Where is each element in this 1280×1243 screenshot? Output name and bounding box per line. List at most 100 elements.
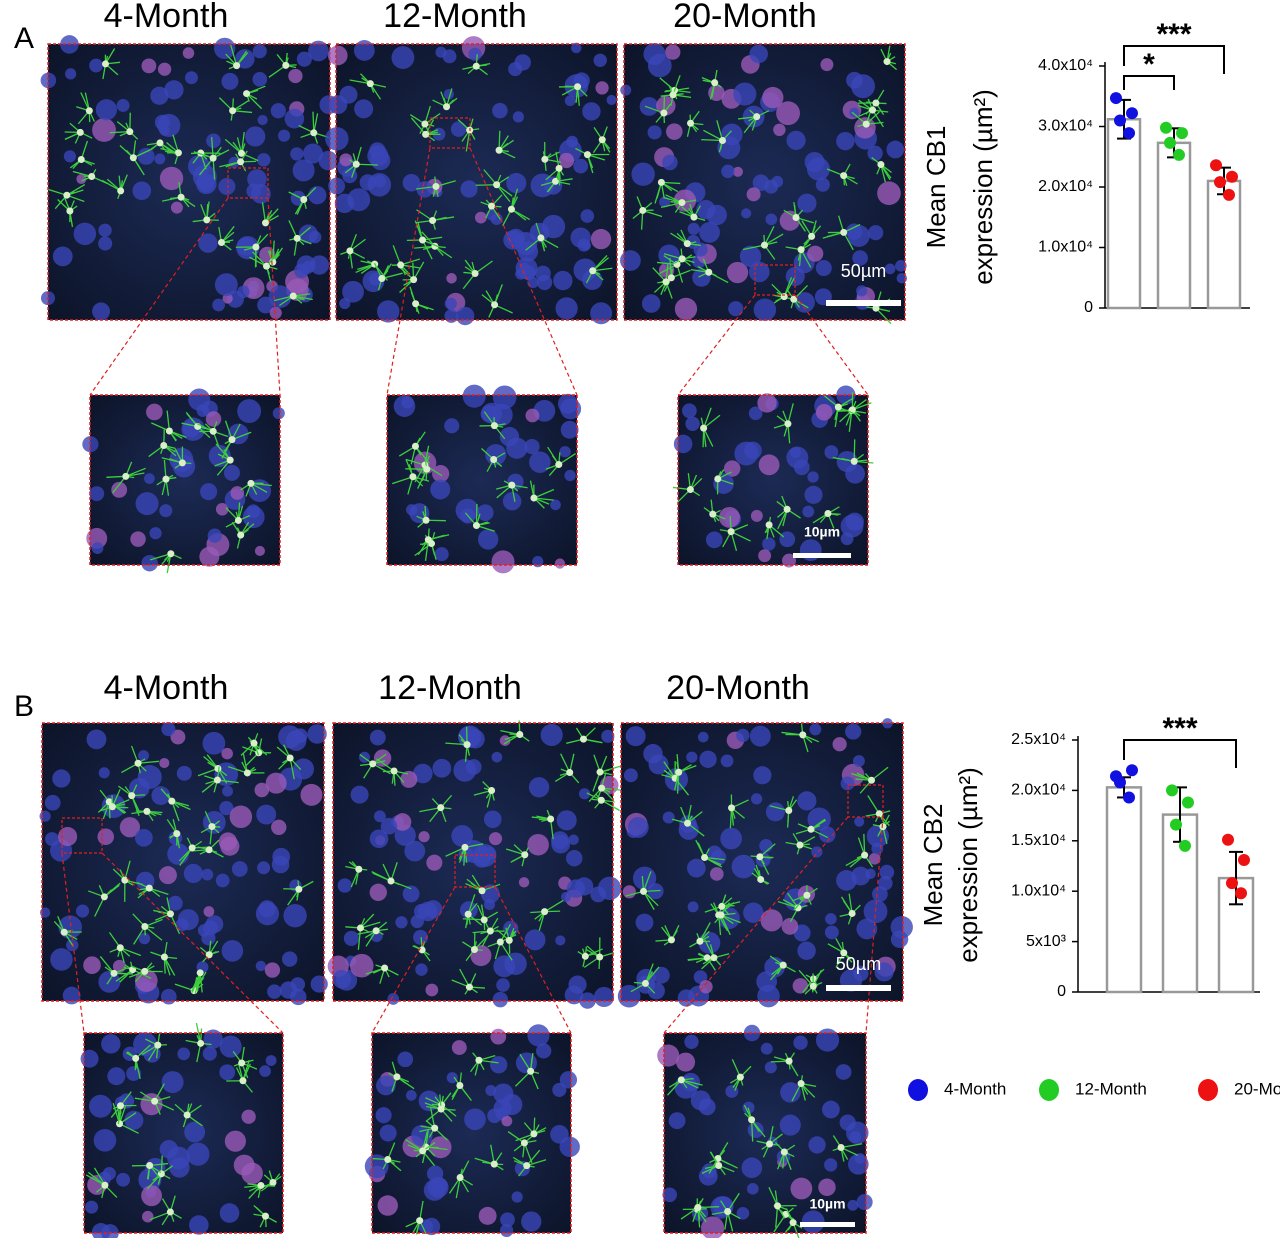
nucleus [342,168,357,183]
nucleus [258,115,268,125]
nucleus [161,722,175,736]
nucleus [525,929,546,950]
data-point [1166,784,1178,796]
nucleus [370,730,386,746]
image-title: 12-Month [383,0,527,35]
cell-body [141,923,148,930]
cell-body [756,853,763,860]
nucleus [820,58,833,71]
cell-body [660,110,667,117]
data-point [1114,776,1126,788]
nucleus [311,975,328,992]
nucleus [477,504,494,521]
cell-body [687,486,694,493]
cell-body [508,206,515,213]
legend-marker [1039,1079,1059,1101]
y-tick-label: 5x10³ [1026,933,1067,950]
cell-body [799,731,806,738]
cell-body [167,550,174,557]
nucleus [256,961,266,971]
cell-body [696,938,703,945]
nucleus [98,236,112,250]
nucleus [489,832,502,845]
cell-body [422,131,429,138]
nucleus [551,831,569,849]
cell-body [851,458,858,465]
nucleus [797,941,815,959]
nucleus [483,847,496,860]
nucleus [360,174,376,190]
cell-body [574,83,581,90]
nucleus [89,59,103,73]
cell-body [419,237,426,244]
nucleus [484,810,502,828]
y-tick-label: 4.0x10⁴ [1038,57,1093,74]
nucleus [836,870,857,891]
cell-body [126,128,133,135]
nucleus [221,73,238,90]
nucleus [415,963,427,975]
nucleus [720,828,742,850]
nucleus [751,510,763,522]
nucleus [733,83,756,106]
nucleus [793,978,809,994]
data-point [1126,107,1138,119]
nucleus [98,224,111,237]
nucleus [338,878,352,892]
nucleus [688,223,700,235]
cell-body [849,910,856,917]
cell-body [166,428,173,435]
cell-body [582,953,589,960]
cell-body [167,1208,174,1215]
nucleus [451,825,473,847]
nucleus [699,1098,716,1115]
nucleus [807,471,818,482]
nucleus [552,1083,566,1097]
nucleus [85,1201,98,1214]
nucleus [282,951,297,966]
cell-body [479,887,486,894]
cell-body [252,243,259,250]
nucleus [566,850,582,866]
nucleus [686,752,697,763]
nucleus [853,755,865,767]
nucleus [802,506,814,518]
nucleus [395,916,407,928]
cell-body [753,113,760,120]
cell-body [487,927,494,934]
nucleus [177,1048,190,1061]
data-point [1238,854,1250,866]
nucleus [87,729,107,749]
cell-body [690,214,697,221]
nucleus [197,404,210,417]
nucleus [491,550,514,573]
nucleus [199,547,219,567]
nucleus [186,1143,209,1166]
nucleus [561,421,579,439]
nucleus [168,896,183,911]
nucleus [761,909,783,931]
data-point [1176,127,1188,139]
cell-body [491,301,498,308]
cell-body [210,428,217,435]
nucleus [333,970,352,989]
nucleus [328,46,348,66]
nucleus [682,403,697,418]
nucleus [741,208,751,218]
nucleus [594,54,607,67]
nucleus [527,1024,549,1046]
nucleus [354,99,373,118]
nucleus [58,827,77,846]
nucleus [765,1061,777,1073]
nucleus [198,234,217,253]
nucleus [721,754,734,767]
nucleus [758,549,771,562]
cell-body [128,792,135,799]
nucleus [222,786,233,797]
nucleus [595,81,608,94]
nucleus [435,547,449,561]
nucleus [354,40,375,61]
nucleus [293,728,308,743]
nucleus [663,811,675,823]
cell-body [416,1217,423,1224]
